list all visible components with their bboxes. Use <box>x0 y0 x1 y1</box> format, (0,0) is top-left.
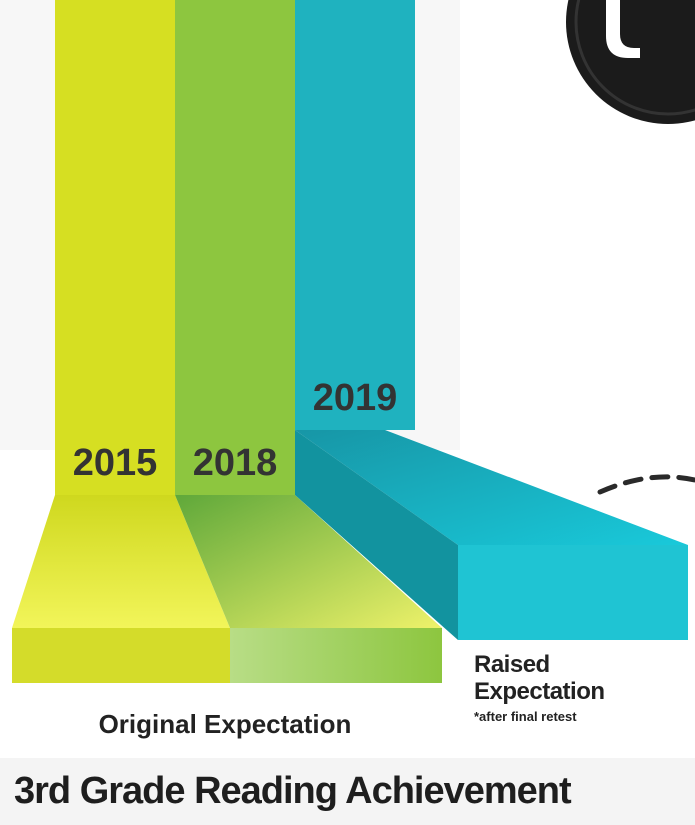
bar-2015 <box>55 0 175 495</box>
bar-2019 <box>295 0 415 430</box>
raised-note: *after final retest <box>474 709 577 724</box>
bar-2018 <box>175 0 295 495</box>
raised-label-line1: Raised <box>474 651 550 678</box>
logo-badge-icon <box>566 0 695 124</box>
platform-raised <box>295 430 688 640</box>
chart-title: 3rd Grade Reading Achievement <box>14 770 572 812</box>
title-bar <box>0 758 695 825</box>
raised-label-line2: Expectation <box>474 678 605 705</box>
category-label-2019: 2019 <box>313 377 398 419</box>
floor-original <box>12 495 442 683</box>
original-expectation-label: Original Expectation <box>99 709 352 739</box>
category-label-2015: 2015 <box>73 442 158 484</box>
bars-group: 201585%201893.2%Level 2201985.6%*Level 3 <box>55 0 415 495</box>
dashed-curve-icon <box>597 474 695 495</box>
category-label-2018: 2018 <box>193 442 278 484</box>
